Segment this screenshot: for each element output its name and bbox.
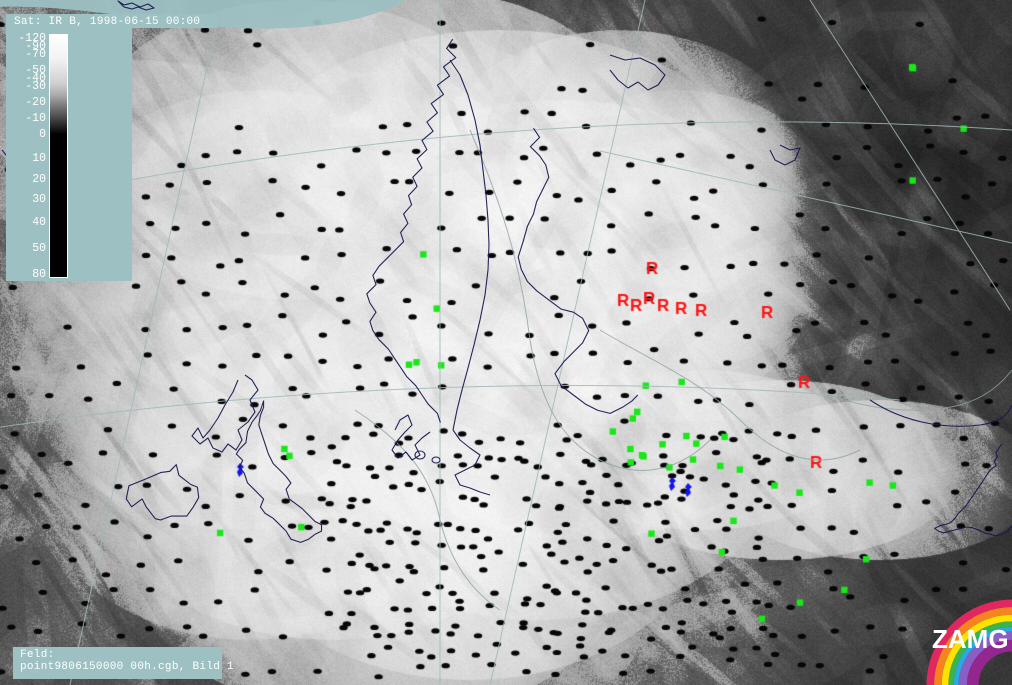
svg-text:ZAMG: ZAMG: [932, 624, 1009, 654]
